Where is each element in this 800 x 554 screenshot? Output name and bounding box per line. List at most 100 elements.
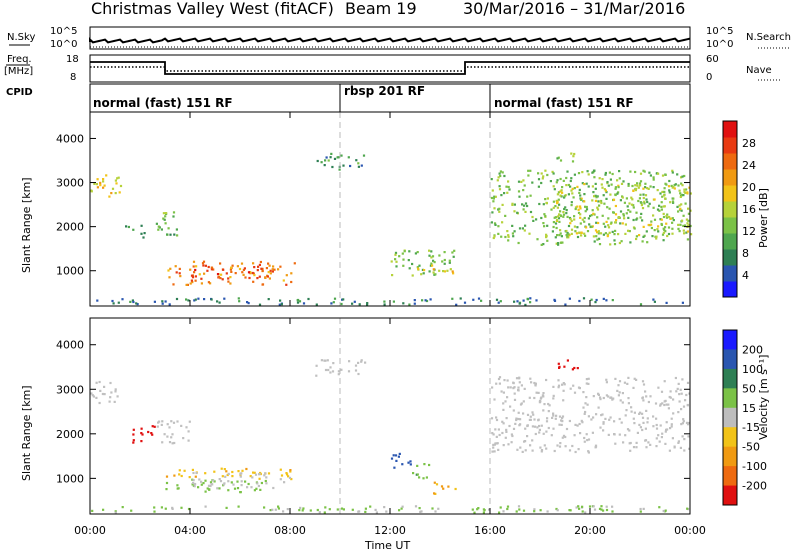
xtick-label-6: 00:00 xyxy=(674,524,706,537)
scatter-cell xyxy=(612,397,615,400)
scatter-cell xyxy=(602,194,605,197)
scatter-cell xyxy=(493,195,496,198)
scatter-cell xyxy=(285,283,288,286)
scatter-cell xyxy=(627,209,630,212)
scatter-cell xyxy=(209,484,212,488)
nave-tick-top: 60 xyxy=(706,54,719,65)
scatter-cell xyxy=(588,223,591,226)
scatter-cell xyxy=(194,279,197,282)
scatter-cell xyxy=(589,214,592,218)
scatter-cell xyxy=(402,258,405,261)
scatter-cell xyxy=(251,476,254,479)
scatter-cell xyxy=(566,170,569,173)
scatter-cell xyxy=(221,278,224,281)
scatter-cell xyxy=(395,260,398,263)
scatter-cell xyxy=(102,508,105,511)
scatter-cell xyxy=(157,225,160,228)
scatter-cell xyxy=(658,506,661,509)
scatter-cell xyxy=(490,417,494,420)
scatter-cell xyxy=(542,243,545,246)
scatter-cell xyxy=(452,255,455,258)
scatter-cell xyxy=(471,508,474,511)
scatter-cell xyxy=(443,251,446,254)
scatter-cell xyxy=(598,243,602,246)
scatter-cell xyxy=(256,482,259,485)
scatter-cell xyxy=(609,193,612,196)
scatter-cell xyxy=(290,272,293,275)
scatter-cell xyxy=(529,301,532,304)
scatter-cell xyxy=(529,169,532,172)
scatter-cell xyxy=(555,242,558,245)
scatter-cell xyxy=(441,260,444,263)
scatter-cell xyxy=(684,399,687,402)
scatter-cell xyxy=(655,427,659,430)
scatter-cell xyxy=(679,207,682,210)
scatter-cell xyxy=(109,381,112,385)
scatter-cell xyxy=(201,262,205,265)
scatter-cell xyxy=(602,509,605,512)
scatter-cell xyxy=(608,418,611,421)
scatter-cell xyxy=(428,463,431,467)
scatter-cell xyxy=(601,413,604,416)
scatter-cell xyxy=(499,300,502,303)
scatter-cell xyxy=(90,189,93,192)
scatter-cell xyxy=(539,397,542,400)
scatter-cell xyxy=(567,233,570,236)
scatter-cell xyxy=(132,439,135,442)
scatter-cell xyxy=(681,175,684,178)
scatter-cell xyxy=(562,215,565,218)
scatter-cell xyxy=(680,209,683,212)
scatter-cell xyxy=(565,184,568,187)
scatter-cell xyxy=(515,377,519,380)
scatter-cell xyxy=(591,431,594,434)
scatter-cell xyxy=(208,488,211,491)
scatter-cell xyxy=(577,208,580,211)
scatter-cell xyxy=(419,510,422,513)
scatter-cell xyxy=(603,202,606,205)
scatter-cell xyxy=(587,450,590,453)
scatter-cell xyxy=(455,303,458,306)
scatter-cell xyxy=(685,231,688,234)
scatter-cell xyxy=(394,253,397,256)
scatter-cell xyxy=(665,421,668,424)
scatter-cell xyxy=(537,185,540,188)
scatter-cell xyxy=(171,442,174,445)
scatter-cell xyxy=(195,265,198,268)
scatter-cell xyxy=(233,487,237,490)
scatter-cell xyxy=(641,412,644,415)
scatter-cell xyxy=(540,450,543,453)
scatter-cell xyxy=(501,420,504,423)
scatter-cell xyxy=(533,510,536,513)
scatter-cell xyxy=(580,231,583,234)
scatter-cell xyxy=(198,478,201,481)
scatter-cell xyxy=(677,223,680,226)
ytick-label-power-3: 4000 xyxy=(56,132,84,145)
scatter-cell xyxy=(240,262,244,265)
scatter-cell xyxy=(601,186,604,189)
scatter-cell xyxy=(567,224,571,228)
scatter-cell xyxy=(554,236,557,239)
scatter-cell xyxy=(194,275,197,278)
velocity-colorbar-swatch-4 xyxy=(723,407,737,428)
scatter-cell xyxy=(261,283,264,286)
scatter-cell xyxy=(506,507,509,511)
scatter-cell xyxy=(622,180,625,183)
scatter-cell xyxy=(247,482,250,486)
scatter-cell xyxy=(619,222,622,225)
scatter-cell xyxy=(582,391,585,394)
scatter-cell xyxy=(477,297,481,300)
scatter-cell xyxy=(364,507,367,510)
scatter-cell xyxy=(428,254,431,257)
scatter-cell xyxy=(132,228,135,231)
scatter-cell xyxy=(506,396,509,399)
scatter-cell xyxy=(170,436,173,439)
scatter-cell xyxy=(132,441,135,444)
scatter-cell xyxy=(669,217,672,220)
scatter-cell xyxy=(579,432,582,435)
scatter-cell xyxy=(508,424,511,428)
scatter-cell xyxy=(463,301,467,304)
scatter-cell xyxy=(242,273,245,276)
scatter-cell xyxy=(347,370,351,373)
scatter-cell xyxy=(639,507,642,511)
scatter-cell xyxy=(577,211,581,214)
